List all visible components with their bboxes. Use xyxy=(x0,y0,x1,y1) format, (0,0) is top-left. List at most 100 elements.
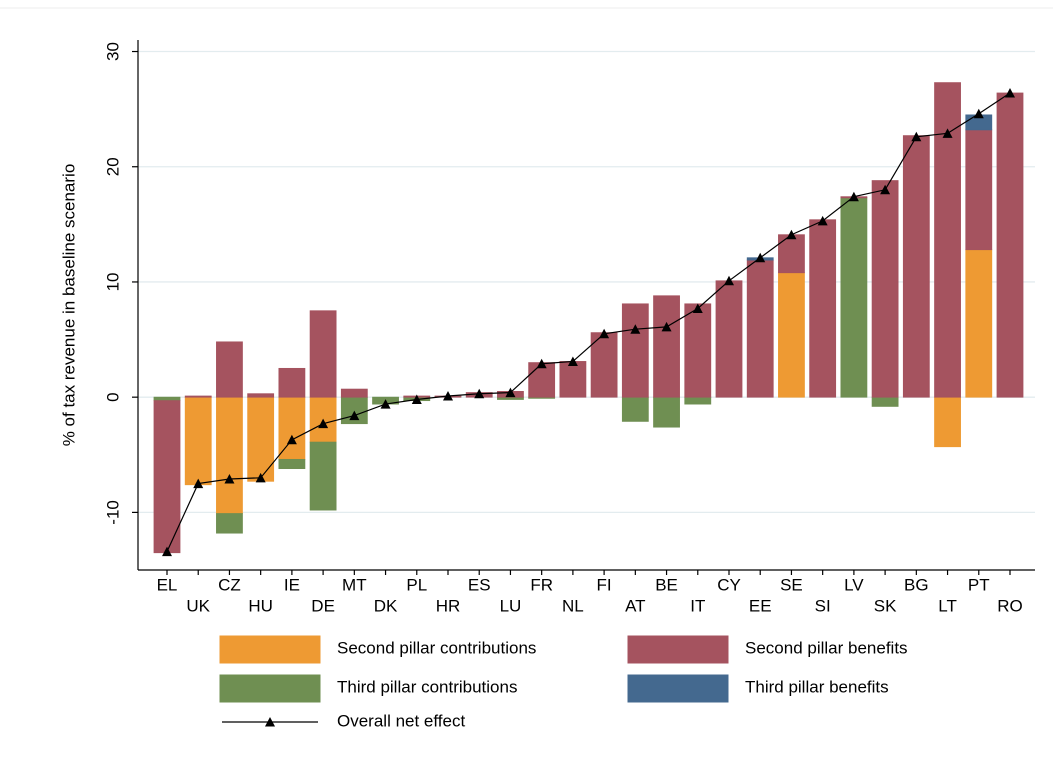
net-marker xyxy=(692,303,703,313)
bar-segment xyxy=(871,180,899,398)
net-marker xyxy=(474,388,485,399)
bar-segment xyxy=(965,129,993,251)
x-tick-label: BG xyxy=(904,575,929,594)
bar-segment xyxy=(715,280,743,398)
legend-swatch xyxy=(219,674,321,703)
x-tick-label: RO xyxy=(997,596,1023,615)
bar-segment xyxy=(153,400,181,554)
net-marker xyxy=(224,473,235,484)
net-marker xyxy=(1005,88,1015,98)
bar-segment xyxy=(528,362,556,398)
legend-swatch xyxy=(627,635,729,664)
net-marker xyxy=(911,131,922,142)
legend-label: Third pillar contributions xyxy=(337,677,517,696)
x-tick-label: IE xyxy=(284,575,300,594)
bar-segment xyxy=(247,393,275,398)
x-tick-label: NL xyxy=(562,596,584,615)
net-marker xyxy=(973,108,984,119)
net-line xyxy=(166,92,1011,552)
x-tick-label: CY xyxy=(717,575,741,594)
x-tick-label: SK xyxy=(874,596,897,615)
bar-segment xyxy=(309,310,337,398)
x-tick-label: DK xyxy=(374,596,398,615)
bar-segment xyxy=(809,219,837,398)
bar-segment xyxy=(184,396,212,486)
y-tick-label: 10 xyxy=(103,272,122,291)
bar-segment xyxy=(278,367,306,398)
x-tick-label: LT xyxy=(938,596,957,615)
net-marker xyxy=(380,399,391,409)
x-tick-label: PL xyxy=(406,575,427,594)
x-tick-label: BE xyxy=(655,575,678,594)
y-tick-label: 20 xyxy=(103,157,122,176)
y-tick-label: 30 xyxy=(103,42,122,61)
x-tick-label: HU xyxy=(248,596,273,615)
net-marker xyxy=(942,128,953,138)
x-tick-label: HR xyxy=(436,596,461,615)
x-tick-label: LV xyxy=(844,575,864,594)
bar-segment xyxy=(934,396,961,448)
x-tick-label: EE xyxy=(749,596,772,615)
net-marker xyxy=(536,358,547,369)
net-marker xyxy=(411,394,422,404)
bar-segment xyxy=(653,295,680,398)
net-marker xyxy=(193,478,204,489)
net-marker xyxy=(505,387,516,398)
net-marker xyxy=(880,184,891,195)
x-tick-label: CZ xyxy=(218,575,241,594)
x-tick-label: UK xyxy=(186,596,210,615)
bar-segment xyxy=(340,388,368,398)
bar-segment xyxy=(684,303,712,398)
net-marker xyxy=(255,472,266,483)
x-tick-label: DE xyxy=(311,596,335,615)
net-marker xyxy=(848,191,859,202)
net-marker xyxy=(162,546,172,557)
net-marker xyxy=(443,391,453,401)
y-axis-label: % of tax revenue in baseline scenario xyxy=(59,164,78,447)
legend-label: Third pillar benefits xyxy=(745,677,889,696)
x-tick-label: MT xyxy=(342,575,367,594)
net-marker xyxy=(817,215,828,226)
x-tick-label: LU xyxy=(500,596,522,615)
net-marker xyxy=(724,275,734,286)
net-marker xyxy=(349,410,360,421)
net-marker xyxy=(567,356,578,366)
bar-segment xyxy=(778,234,805,274)
x-tick-label: ES xyxy=(468,575,491,594)
y-tick-label: -10 xyxy=(103,500,122,525)
legend-swatch xyxy=(627,674,729,703)
bar-segment xyxy=(621,396,649,422)
x-tick-label: FI xyxy=(597,575,612,594)
net-marker xyxy=(755,252,766,263)
bar-segment xyxy=(902,135,930,398)
bar-segment xyxy=(559,361,587,398)
net-marker xyxy=(661,321,672,332)
net-marker xyxy=(630,324,641,334)
bar-segment xyxy=(965,249,993,398)
bar-segment xyxy=(590,332,618,398)
bar-segment xyxy=(184,395,212,398)
x-tick-label: AT xyxy=(625,596,645,615)
bar-segment xyxy=(309,441,337,511)
bar-segment xyxy=(278,458,306,470)
x-tick-label: PT xyxy=(968,575,990,594)
bar-segment xyxy=(778,272,805,398)
bar-segment xyxy=(871,396,899,407)
legend-swatch xyxy=(219,635,321,664)
bar-segment xyxy=(216,341,243,398)
x-tick-label: SE xyxy=(780,575,803,594)
legend-label: Second pillar contributions xyxy=(337,638,536,657)
bar-segment xyxy=(216,513,243,534)
net-marker xyxy=(786,229,797,240)
bar-segment xyxy=(278,396,306,460)
bar-segment xyxy=(996,92,1024,398)
legend-label: Overall net effect xyxy=(337,711,465,730)
y-tick-label: 0 xyxy=(103,392,122,401)
bar-segment xyxy=(653,396,680,428)
bar-segment xyxy=(247,396,275,482)
legend-marker xyxy=(265,717,275,727)
net-marker xyxy=(286,434,297,445)
x-tick-label: SI xyxy=(815,596,831,615)
bar-segment xyxy=(684,396,712,405)
x-tick-label: EL xyxy=(157,575,178,594)
